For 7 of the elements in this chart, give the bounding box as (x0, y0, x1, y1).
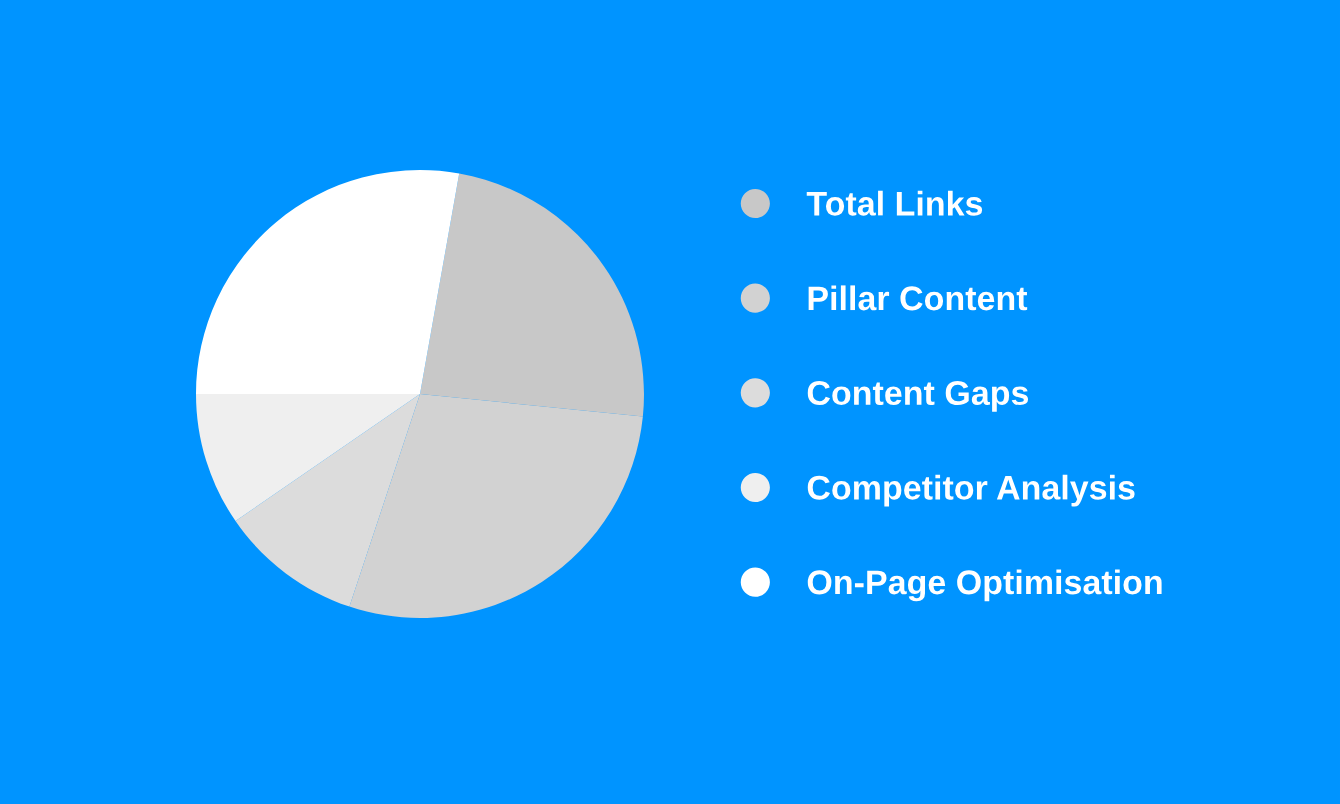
pie-slice (196, 394, 420, 522)
pie-slice (196, 170, 460, 394)
legend-label: Total Links (806, 190, 983, 216)
legend-label: Competitor Analysis (807, 474, 1135, 507)
legend-label: Content Gaps (807, 380, 1029, 412)
legend-label: On-Page Optimisation (807, 569, 1162, 602)
legend-label: Pillar Content (808, 285, 1028, 311)
